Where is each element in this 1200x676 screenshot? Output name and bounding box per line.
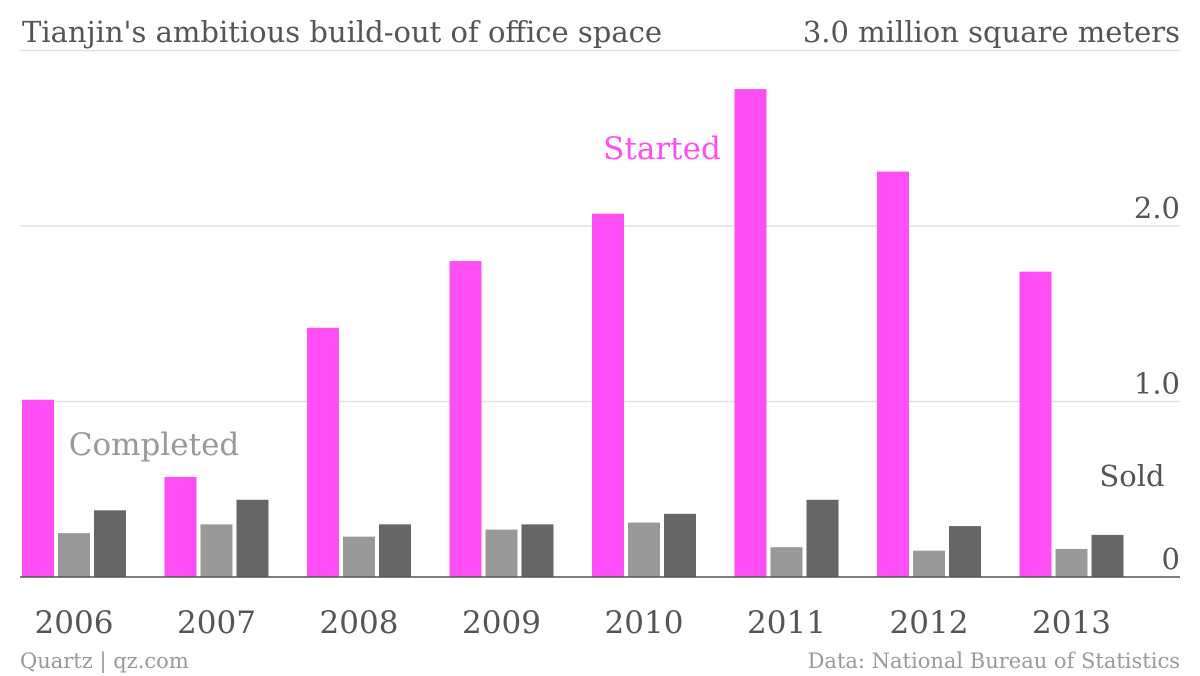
x-tick-label: 2006 (35, 605, 114, 641)
bar-started-2012 (877, 171, 909, 577)
x-tick-label: 2012 (890, 605, 969, 641)
bar-started-2010 (592, 213, 624, 577)
y-tick-label: 2.0 (1134, 191, 1180, 225)
bar-started-2008 (307, 327, 339, 577)
bar-started-2009 (449, 261, 482, 577)
bar-completed-2012 (913, 550, 945, 577)
x-tick-label: 2009 (462, 605, 541, 641)
series-label-sold: Sold (1099, 459, 1164, 493)
series-label-started: Started (603, 131, 721, 167)
y-tick-label: 0 (1162, 542, 1180, 576)
bar-sold-2008 (379, 524, 411, 577)
bar-completed-2010 (628, 522, 660, 577)
x-tick-label: 2010 (605, 605, 684, 641)
source-left: Quartz | qz.com (20, 649, 189, 674)
bar-completed-2008 (343, 536, 375, 577)
bar-completed-2009 (485, 529, 518, 577)
bar-sold-2012 (949, 526, 981, 577)
bar-started-2011 (734, 89, 767, 578)
y-tick-label: 1.0 (1134, 367, 1180, 401)
x-tick-label: 2013 (1032, 605, 1111, 641)
bar-completed-2007 (200, 524, 233, 577)
bar-sold-2011 (806, 499, 839, 577)
x-tick-label: 2007 (177, 605, 256, 641)
bar-started-2007 (164, 476, 197, 577)
y-tick-labels: 0 1.0 2.0 (1134, 191, 1180, 576)
bar-sold-2007 (236, 499, 269, 577)
bars (22, 89, 1124, 578)
bar-sold-2009 (521, 524, 554, 577)
bar-sold-2006 (94, 510, 126, 577)
chart-title: Tianjin's ambitious build-out of office … (22, 15, 662, 49)
x-tick-labels: 2006 2007 2008 2009 2010 2011 2012 2013 (35, 605, 1111, 641)
bar-completed-2006 (58, 533, 90, 577)
bar-started-2006 (22, 399, 54, 577)
x-tick-label: 2008 (320, 605, 399, 641)
series-label-completed: Completed (69, 427, 240, 463)
bar-completed-2013 (1055, 548, 1088, 577)
source-right: Data: National Bureau of Statistics (808, 649, 1180, 673)
bar-sold-2010 (664, 513, 696, 577)
bar-sold-2013 (1091, 534, 1124, 577)
x-tick-label: 2011 (747, 605, 826, 641)
bar-started-2013 (1019, 271, 1052, 577)
bar-completed-2011 (770, 547, 803, 577)
unit-label: 3.0 million square meters (803, 15, 1180, 49)
